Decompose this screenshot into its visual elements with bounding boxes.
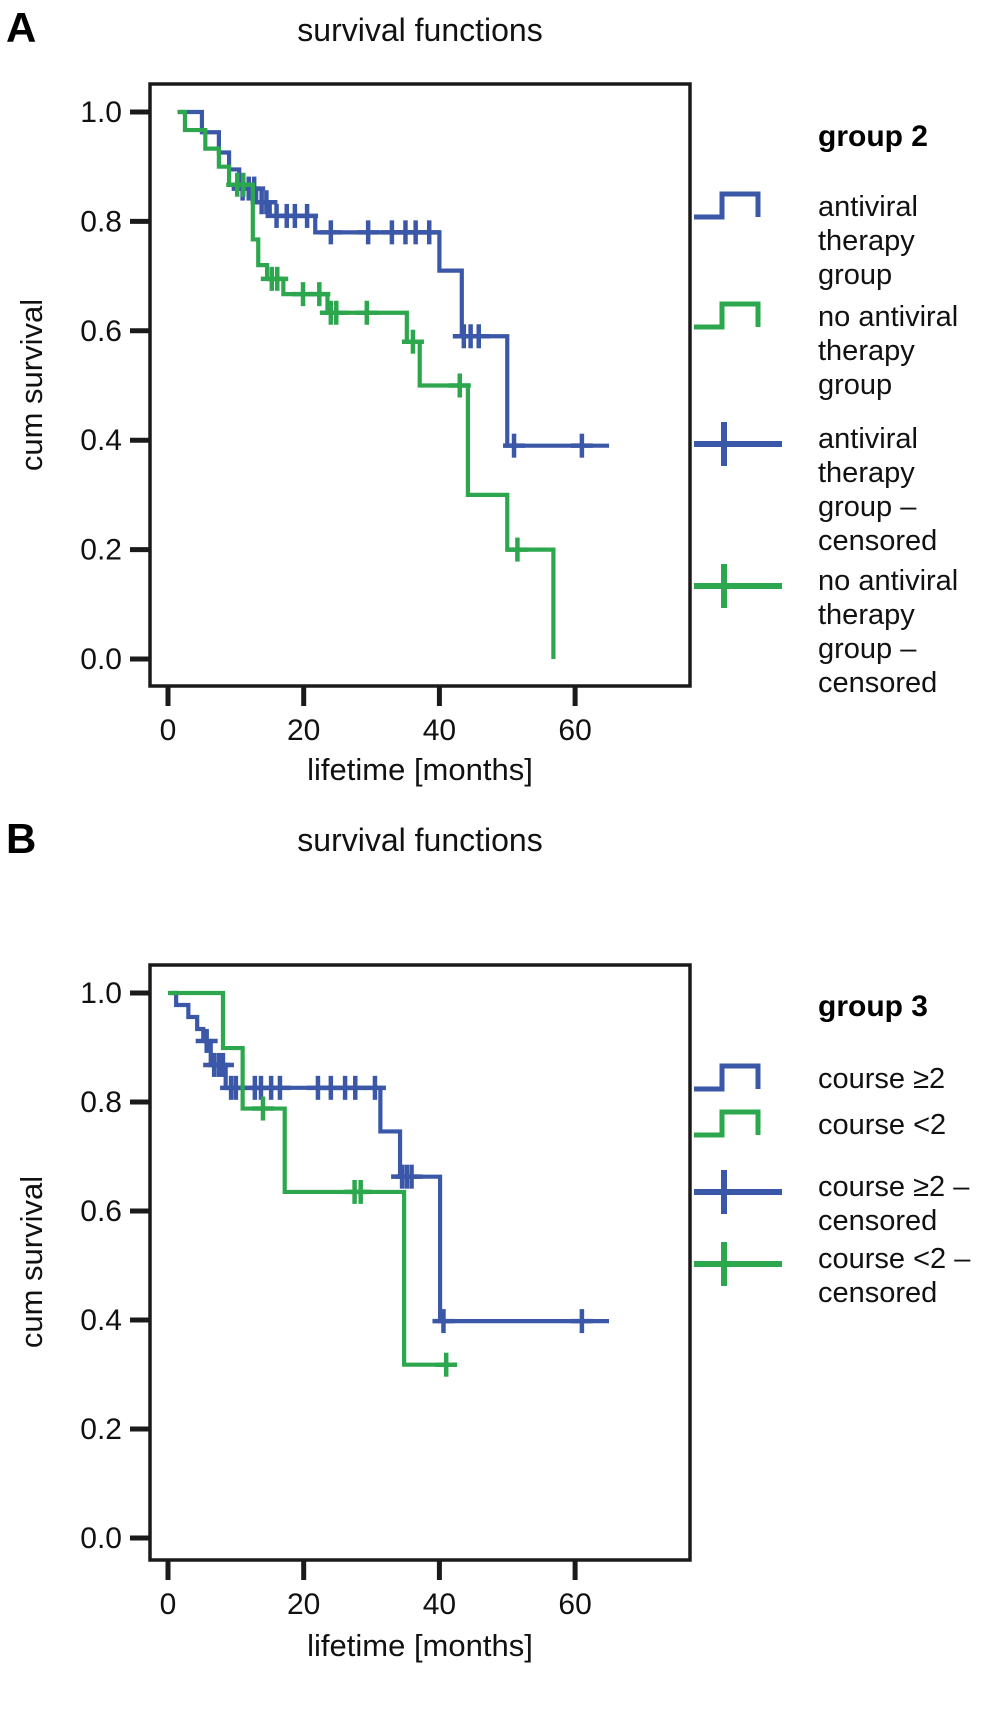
svg-text:0.4: 0.4 [80, 424, 122, 457]
y-axis-title-a: cum survival [14, 298, 49, 472]
svg-text:0.2: 0.2 [80, 1413, 122, 1446]
legend-label: antiviral therapy group [818, 191, 918, 291]
svg-text:0: 0 [160, 714, 177, 747]
svg-text:60: 60 [558, 1588, 591, 1621]
legend-label: no antiviral therapy group [818, 301, 959, 401]
svg-text:0.8: 0.8 [80, 1086, 122, 1119]
step-line-marker-blue [694, 1063, 761, 1092]
legend-label: course <2 – censored [818, 1243, 971, 1309]
svg-text:0.8: 0.8 [80, 205, 122, 238]
svg-text:0: 0 [160, 1588, 177, 1621]
panel-a: A survival functions 1.0 0.8 0.6 0.4 0.2 0.0 0… [0, 0, 996, 800]
censor-cross-marker-green [694, 564, 782, 608]
svg-text:0.0: 0.0 [80, 1522, 122, 1555]
svg-text:1.0: 1.0 [80, 96, 122, 129]
legend-item-no-antiviral: no antiviral therapy group [692, 300, 996, 402]
censor-cross-marker-green [694, 1242, 782, 1286]
legend-item-no-antiviral-censored: no antiviral therapy group – censored [692, 564, 996, 700]
x-axis-title-b: lifetime [months] [307, 1628, 533, 1663]
chart-title-b: survival functions [297, 822, 543, 858]
legend-b-title: group 3 [818, 990, 928, 1023]
legend-item-course-lt2-censored: course <2 – censored [692, 1242, 996, 1310]
legend-item-course-ge2-censored: course ≥2 – censored [692, 1170, 996, 1238]
svg-text:1.0: 1.0 [80, 977, 122, 1010]
legend-item-course-ge2: course ≥2 [692, 1062, 996, 1096]
legend-item-antiviral-censored: antiviral therapy group – censored [692, 422, 996, 558]
svg-text:60: 60 [558, 714, 591, 747]
censor-cross-marker-blue [694, 1170, 782, 1214]
svg-text:0.6: 0.6 [80, 1195, 122, 1228]
legend-label: course ≥2 – censored [818, 1171, 970, 1237]
censor-cross-marker-blue [694, 422, 782, 466]
svg-text:20: 20 [287, 1588, 320, 1621]
step-line-marker-green [694, 301, 761, 330]
svg-text:40: 40 [423, 714, 456, 747]
svg-text:0.0: 0.0 [80, 643, 122, 676]
legend-a: group 2 antiviral therapy group no antiv… [692, 0, 996, 800]
legend-label: antiviral therapy group – censored [818, 423, 938, 557]
panel-b-letter: B [6, 815, 37, 862]
step-line-marker-green [694, 1109, 761, 1138]
svg-text:40: 40 [423, 1588, 456, 1621]
y-axis-title-b: cum survival [14, 1175, 49, 1349]
panel-b: B survival functions 1.0 0.8 0.6 0.4 0.2 0.0 0… [0, 800, 996, 1719]
panel-a-letter: A [6, 4, 37, 51]
svg-text:0.4: 0.4 [80, 1304, 122, 1337]
legend-item-antiviral: antiviral therapy group [692, 190, 996, 292]
legend-a-title: group 2 [818, 120, 928, 153]
legend-label: course ≥2 [818, 1063, 946, 1095]
svg-text:0.2: 0.2 [80, 534, 122, 567]
legend-label: no antiviral therapy group – censored [818, 565, 959, 699]
km-plot-b: 1.0 0.8 0.6 0.4 0.2 0.0 0 20 40 60 [80, 963, 692, 1621]
step-line-marker-blue [694, 191, 761, 220]
x-axis-title-a: lifetime [months] [307, 752, 533, 787]
legend-item-course-lt2: course <2 [692, 1108, 996, 1142]
svg-text:20: 20 [287, 714, 320, 747]
legend-b: group 3 course ≥2 course <2 course ≥2 – … [692, 800, 996, 1719]
legend-label: course <2 [818, 1109, 947, 1141]
km-plot-a: 1.0 0.8 0.6 0.4 0.2 0.0 0 20 40 60 [80, 82, 692, 747]
chart-title-a: survival functions [297, 12, 543, 48]
svg-text:0.6: 0.6 [80, 315, 122, 348]
